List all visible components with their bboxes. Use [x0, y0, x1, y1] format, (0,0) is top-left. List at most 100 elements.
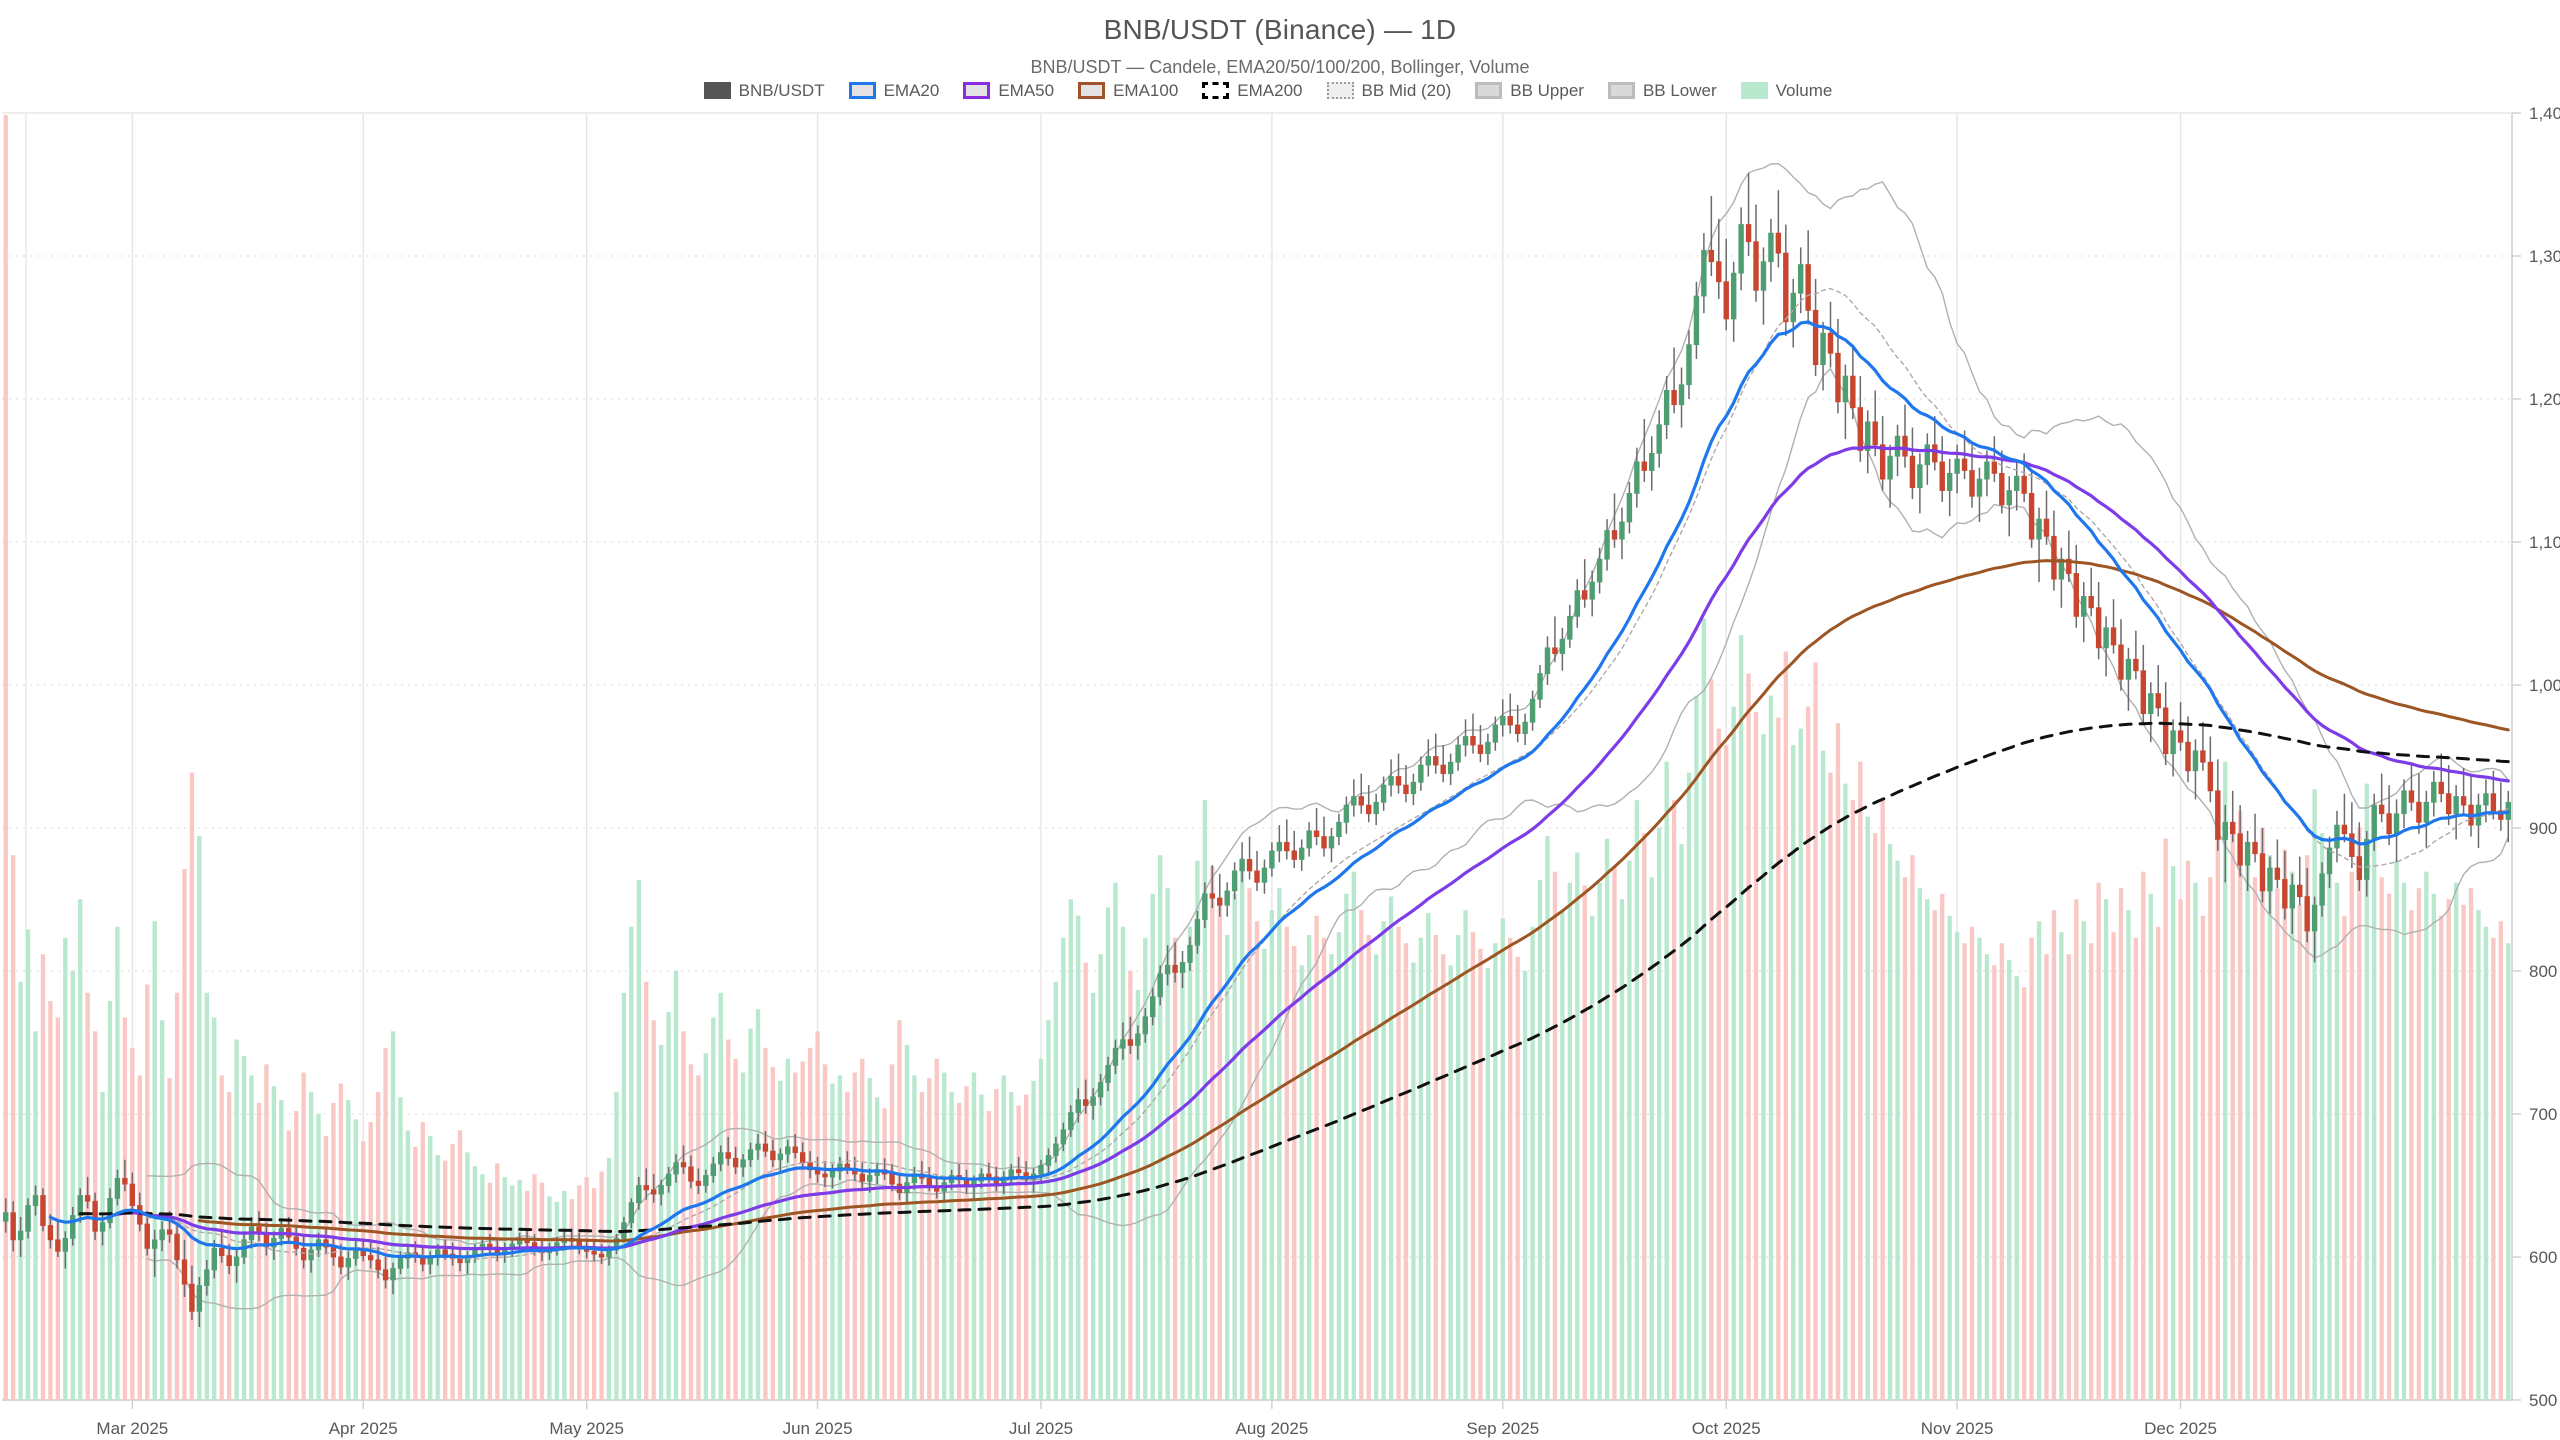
volume-bar: [629, 926, 634, 1400]
volume-bar: [562, 1190, 567, 1400]
candle-body: [1760, 261, 1767, 291]
volume-bar: [912, 1075, 917, 1400]
volume-bar: [1612, 866, 1617, 1400]
candle-body: [1596, 558, 1603, 583]
volume-bar: [770, 1067, 776, 1400]
candle-body: [1217, 897, 1223, 906]
volume-bar: [338, 1083, 344, 1400]
volume-bar: [1493, 943, 1498, 1400]
candle-body: [1812, 309, 1819, 366]
volume-bar: [1105, 907, 1111, 1400]
volume-bar: [1642, 833, 1647, 1400]
volume-bar: [2394, 860, 2399, 1400]
legend-item-bb-lower[interactable]: BB Lower: [1607, 82, 1717, 99]
legend-item-ema20[interactable]: EMA20: [848, 82, 939, 99]
volume-bar: [495, 1163, 500, 1400]
candle-body: [1939, 461, 1945, 491]
volume-bar: [599, 1171, 604, 1400]
candle-body: [1090, 1096, 1096, 1106]
volume-bar: [2074, 899, 2079, 1400]
x-tick-label: Oct 2025: [1692, 1419, 1761, 1438]
candle-body: [2431, 781, 2437, 803]
volume-bar: [822, 1064, 828, 1400]
volume-bar: [1910, 855, 1915, 1400]
volume-bar: [398, 1097, 403, 1400]
volume-bar: [40, 954, 46, 1400]
volume-bar: [1657, 827, 1662, 1400]
candle-body: [1879, 444, 1886, 480]
volume-bar: [2424, 871, 2429, 1400]
legend-swatch-icon: [1326, 82, 1354, 99]
candle-body: [226, 1255, 232, 1266]
volume-bar: [2342, 915, 2347, 1400]
volume-bar: [2506, 943, 2511, 1400]
candle-body: [1447, 761, 1454, 775]
volume-bar: [2401, 882, 2407, 1400]
volume-bar: [1575, 852, 1580, 1400]
legend-item-ema50[interactable]: EMA50: [963, 82, 1054, 99]
candle-body: [1269, 850, 1275, 869]
legend-item-volume[interactable]: Volume: [1740, 82, 1832, 99]
volume-bar: [2312, 789, 2317, 1400]
candle-body: [107, 1197, 113, 1224]
volume-bar: [137, 1075, 142, 1400]
volume-bar: [2014, 976, 2019, 1400]
candle-body: [2088, 595, 2094, 609]
volume-bar: [763, 1047, 768, 1400]
volume-bar: [1336, 932, 1342, 1400]
candle-body: [1976, 478, 1983, 497]
candle-body: [367, 1255, 374, 1261]
volume-bar: [2245, 844, 2250, 1400]
volume-bar: [1262, 948, 1267, 1400]
volume-bar: [1947, 915, 1952, 1400]
candle-body: [2364, 839, 2370, 880]
candle-body: [2244, 841, 2251, 866]
candle-body: [2423, 801, 2430, 823]
legend-item-bb-upper[interactable]: BB Upper: [1475, 82, 1584, 99]
volume-bar: [1254, 921, 1260, 1400]
volume-bar: [1418, 937, 1424, 1400]
candle-body: [1894, 435, 1901, 457]
legend-item-bb-mid-20[interactable]: BB Mid (20): [1326, 82, 1451, 99]
volume-bar: [2416, 888, 2422, 1400]
volume-bar: [1351, 871, 1356, 1400]
volume-bar: [1932, 910, 1937, 1400]
y-tick-label: 700: [2529, 1105, 2557, 1124]
candle-body: [1045, 1155, 1052, 1166]
candle-body: [1298, 847, 1305, 860]
volume-bar: [286, 1130, 291, 1400]
volume-bar: [78, 899, 83, 1400]
candle-body: [1693, 295, 1700, 346]
volume-bar: [48, 1001, 53, 1400]
legend-item-bnb-usdt[interactable]: BNB/USDT: [703, 82, 825, 99]
volume-bar: [2021, 987, 2027, 1400]
volume-bar: [2178, 899, 2183, 1400]
volume-bar: [63, 937, 68, 1400]
volume-bar: [1858, 761, 1863, 1400]
candle-body: [688, 1166, 694, 1182]
legend-item-ema100[interactable]: EMA100: [1078, 82, 1178, 99]
volume-bar: [1083, 962, 1088, 1400]
volume-bar: [1426, 912, 1431, 1400]
candle-body: [2118, 644, 2124, 680]
volume-bar: [1306, 934, 1312, 1400]
candle-body: [695, 1180, 702, 1186]
candle-body: [3, 1212, 9, 1222]
volume-bar: [1724, 745, 1729, 1400]
volume-bar: [696, 1075, 701, 1400]
legend-item-ema200[interactable]: EMA200: [1202, 82, 1303, 99]
volume-bar: [1552, 871, 1558, 1400]
volume-bar: [1165, 888, 1170, 1400]
candle-body: [1984, 461, 1990, 480]
volume-bar: [1783, 651, 1788, 1400]
candle-body: [1261, 867, 1268, 883]
candle-body: [1954, 458, 1960, 474]
volume-bar: [450, 1144, 455, 1400]
volume-bar: [994, 1089, 999, 1400]
volume-bar: [2334, 882, 2340, 1400]
volume-bar: [889, 1064, 895, 1400]
candle-body: [166, 1229, 173, 1235]
volume-bar: [1232, 893, 1237, 1400]
candle-body: [1209, 893, 1216, 899]
